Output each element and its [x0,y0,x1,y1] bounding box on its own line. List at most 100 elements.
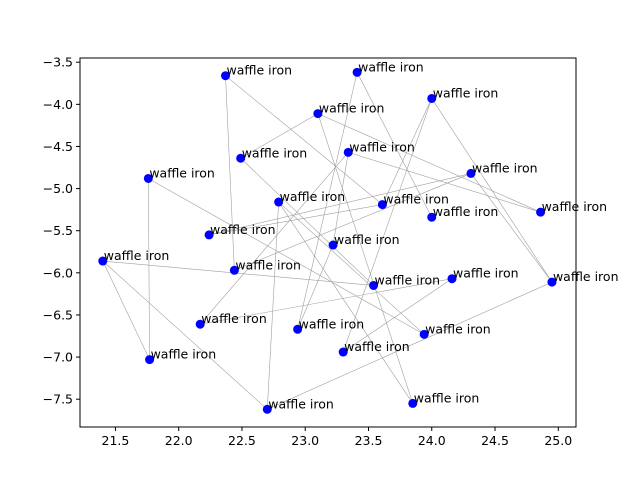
y-axis-ticks: −3.5 −4.0 −4.5 −5.0 −5.5 −6.0 −6.5 −7.0 −7.5 [43,55,80,407]
point-label: waffle iron [149,165,215,180]
x-tick-label: 24.5 [481,433,509,448]
y-tick-label: −5.0 [43,181,73,196]
connection-line [102,260,268,410]
data-point [328,240,338,250]
point-label: waffle iron [425,321,491,336]
data-point [352,67,362,77]
point-label: waffle iron [383,192,449,207]
point-label: waffle iron [151,347,217,362]
connection-line [267,281,553,410]
data-point [338,347,348,357]
point-label: waffle iron [210,222,276,237]
point-label: waffle iron [344,339,410,354]
point-label: waffle iron [553,269,619,284]
connection-line [234,173,472,271]
y-tick-label: −4.0 [43,97,73,112]
point-label: waffle iron [268,396,334,411]
data-point [427,212,437,222]
data-point [195,319,205,329]
connection-line [266,202,279,410]
x-tick-label: 25.0 [544,433,572,448]
data-point [274,197,284,207]
connection-line [317,113,414,404]
connection-line [343,278,453,353]
data-point [143,173,153,183]
y-tick-label: −4.5 [43,139,73,154]
point-label: waffle iron [235,257,301,272]
point-label: waffle iron [453,266,519,281]
connection-line [332,152,349,246]
data-point [221,71,231,81]
data-point [145,355,155,365]
connection-lines [102,72,553,410]
y-tick-label: −6.0 [43,265,73,280]
connection-line [348,152,541,213]
connection-line [199,152,349,325]
y-tick-label: −5.5 [43,223,73,238]
point-label: waffle iron [242,145,308,160]
data-point [377,200,387,210]
connection-line [148,178,150,360]
data-point [466,168,476,178]
data-point [536,207,546,217]
data-point [408,398,418,408]
x-tick-label: 22.5 [228,433,256,448]
data-point [204,230,214,240]
point-label: waffle iron [201,311,267,326]
data-point [313,109,323,119]
x-tick-label: 23.0 [291,433,319,448]
point-label: waffle iron [280,189,346,204]
x-tick-label: 22.0 [165,433,193,448]
point-label: waffle iron [433,204,499,219]
connection-line [342,98,433,353]
connection-line [240,113,319,159]
data-point [343,147,353,157]
connection-line [102,260,150,360]
y-tick-label: −3.5 [43,55,73,70]
x-tick-label: 24.0 [418,433,446,448]
point-labels: waffle iron waffle iron waffle iron waffle … [104,59,619,411]
point-label: waffle iron [542,199,608,214]
y-tick-label: −6.5 [43,307,73,322]
point-label: waffle iron [414,390,480,405]
point-label: waffle iron [349,139,415,154]
point-label: waffle iron [358,59,424,74]
connection-line [209,204,383,236]
point-label: waffle iron [433,85,499,100]
axes-frame [79,57,577,428]
connection-line [317,113,541,213]
x-tick-label: 23.5 [355,433,383,448]
connection-line [278,201,425,335]
connection-line [148,178,425,335]
connection-line [297,244,334,330]
connection-line [102,260,374,286]
point-label: waffle iron [299,316,365,331]
data-point [293,324,303,334]
connection-line [240,158,374,286]
data-point [98,256,108,266]
data-point [547,277,557,287]
y-tick-label: −7.0 [43,350,73,365]
connection-line [278,201,414,404]
data-point [229,265,239,275]
point-label: waffle iron [375,272,441,287]
point-label: waffle iron [334,232,400,247]
data-point [427,93,437,103]
x-axis-ticks: 21.5 22.0 22.5 23.0 23.5 24.0 24.5 25.0 [102,427,572,448]
connection-line [297,72,358,330]
x-tick-label: 21.5 [102,433,130,448]
data-point [236,153,246,163]
data-point [369,280,379,290]
connection-line [382,98,433,205]
point-label: waffle iron [104,248,170,263]
connection-line [200,278,453,325]
connection-line [225,75,235,271]
y-tick-label: −7.5 [43,392,73,407]
data-points [98,67,557,414]
connection-line [225,75,383,205]
connection-line [431,98,553,283]
point-label: waffle iron [227,63,293,78]
connection-line [356,72,433,218]
data-point [262,404,272,414]
data-point [447,274,457,284]
